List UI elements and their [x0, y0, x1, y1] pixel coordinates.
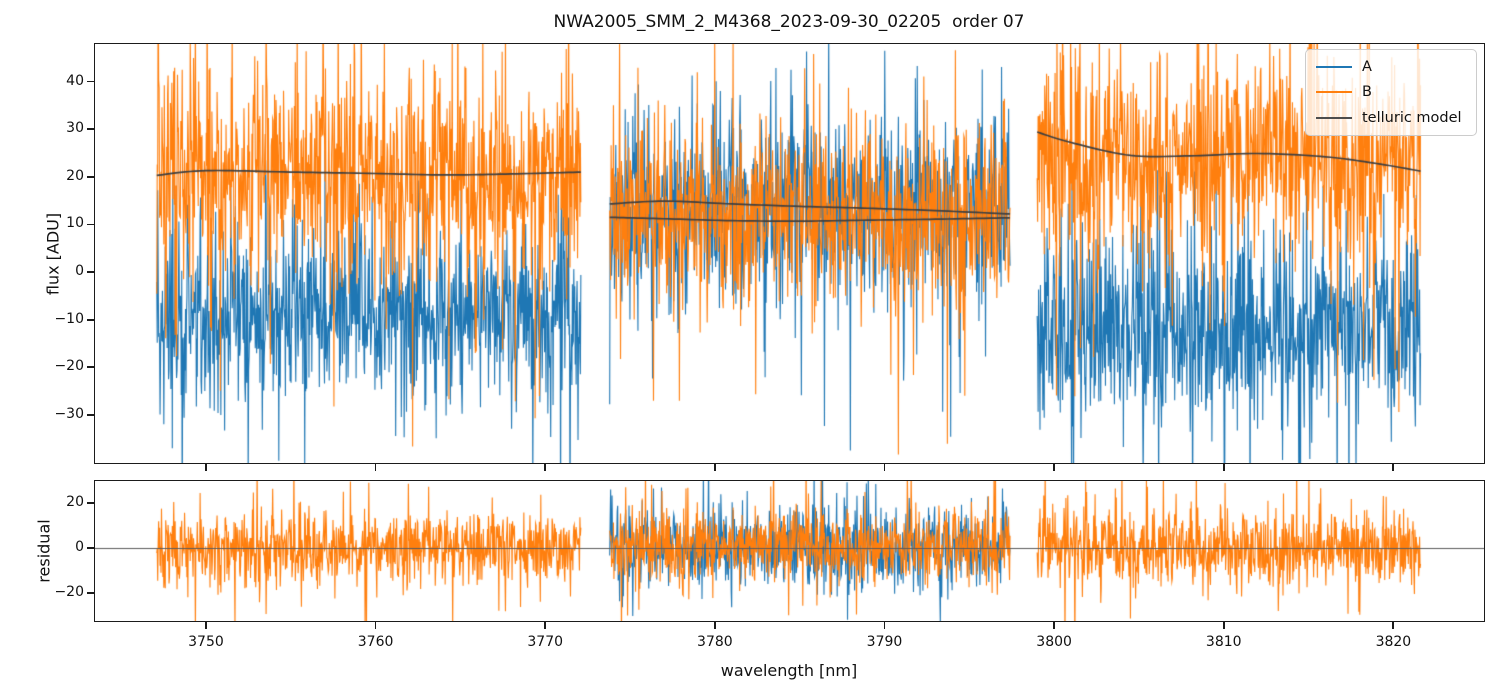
x-axis-label: wavelength [nm] — [720, 661, 858, 680]
x-tick-mark — [1392, 464, 1395, 471]
residual-panel-spines — [94, 480, 1485, 622]
flux-panel-canvas — [94, 43, 1485, 464]
x-tick-mark — [1053, 622, 1056, 629]
x-tick-label: 3760 — [357, 634, 394, 650]
x-tick-label: 3820 — [1375, 634, 1412, 650]
y-tick-label: 20 — [66, 167, 84, 184]
y-tick-mark — [87, 592, 94, 594]
x-tick-mark — [544, 464, 547, 471]
x-tick-mark — [713, 464, 716, 471]
legend-line-b-icon — [1316, 91, 1352, 94]
residual-y-axis-label: residual — [34, 519, 54, 583]
x-tick-mark — [1222, 464, 1225, 471]
legend: A B telluric model — [1305, 49, 1477, 136]
y-tick-mark — [87, 223, 94, 226]
y-tick-mark — [87, 175, 94, 178]
y-tick-mark — [87, 414, 94, 416]
y-tick-mark — [87, 80, 94, 83]
y-tick-mark — [87, 366, 94, 369]
legend-label-a: A — [1362, 58, 1372, 75]
x-tick-label: 3790 — [866, 634, 903, 650]
residual-panel-canvas — [94, 480, 1485, 622]
y-tick-label: −30 — [54, 405, 84, 422]
x-tick-label: 3770 — [527, 634, 564, 650]
legend-entry-telluric: telluric model — [1306, 110, 1476, 126]
legend-line-a-icon — [1316, 65, 1352, 68]
legend-label-b: B — [1362, 84, 1372, 101]
y-tick-label: 30 — [66, 120, 84, 137]
y-tick-label: 20 — [66, 493, 84, 510]
x-tick-label: 3750 — [188, 634, 224, 650]
x-tick-mark — [374, 622, 377, 629]
y-tick-label: 0 — [75, 263, 84, 280]
y-tick-mark — [87, 271, 94, 273]
x-tick-label: 3800 — [1036, 634, 1072, 650]
x-tick-mark — [205, 622, 207, 629]
legend-entry-b: B — [1306, 84, 1476, 100]
y-tick-mark — [87, 318, 94, 321]
flux-panel-spines — [94, 43, 1485, 464]
y-tick-label: 0 — [75, 538, 84, 555]
legend-entry-a: A — [1306, 59, 1476, 75]
x-tick-mark — [205, 464, 207, 471]
x-tick-mark — [544, 622, 547, 629]
y-tick-label: −20 — [54, 358, 84, 375]
y-tick-mark — [87, 502, 94, 504]
y-tick-mark — [87, 547, 94, 549]
y-tick-label: −10 — [54, 310, 84, 327]
chart-title: NWA2005_SMM_2_M4368_2023-09-30_02205 ord… — [553, 12, 1025, 32]
y-tick-label: −20 — [54, 583, 84, 600]
y-tick-mark — [87, 128, 94, 131]
x-tick-mark — [883, 464, 886, 471]
y-tick-label: 10 — [66, 215, 84, 232]
x-tick-label: 3780 — [697, 634, 733, 650]
x-tick-mark — [1053, 464, 1056, 471]
x-tick-mark — [883, 622, 886, 629]
x-tick-mark — [1222, 622, 1225, 629]
flux-y-axis-label: flux [ADU] — [43, 212, 63, 295]
legend-label-telluric: telluric model — [1362, 110, 1462, 127]
x-tick-mark — [1392, 622, 1395, 629]
x-tick-label: 3810 — [1205, 634, 1242, 650]
legend-line-telluric-icon — [1316, 117, 1352, 120]
x-tick-mark — [374, 464, 377, 471]
y-tick-label: 40 — [66, 72, 84, 89]
x-tick-mark — [713, 622, 716, 629]
